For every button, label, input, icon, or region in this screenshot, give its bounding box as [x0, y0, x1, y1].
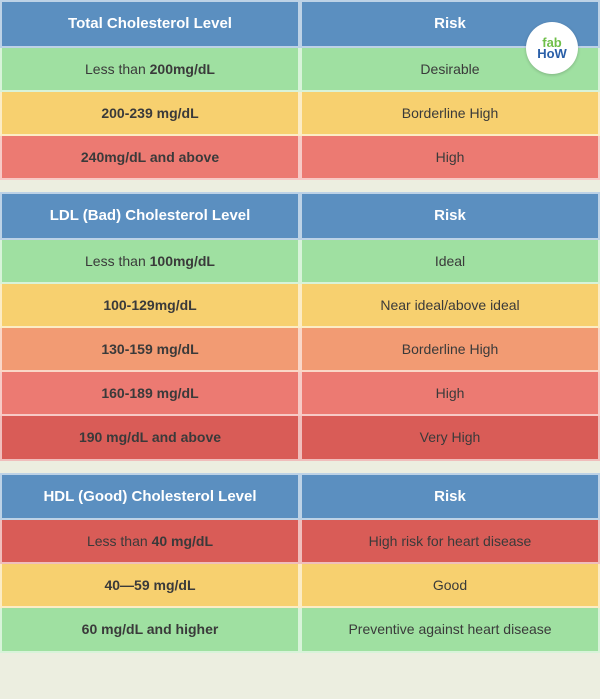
risk-cell: Borderline High [300, 92, 600, 136]
level-value: 40—59 mg/dL [104, 577, 195, 593]
risk-cell: High [300, 372, 600, 416]
cholesterol-table: Total Cholesterol LevelRiskLess than 200… [0, 0, 600, 180]
level-value: 130-159 mg/dL [101, 341, 198, 357]
table-row: Less than 100mg/dLIdeal [0, 240, 600, 284]
level-value: 160-189 mg/dL [101, 385, 198, 401]
level-value: 100mg/dL [150, 253, 215, 269]
table-row: 60 mg/dL and higher Preventive against he… [0, 608, 600, 652]
level-value: 200-239 mg/dL [101, 105, 198, 121]
level-cell: 100-129mg/dL [0, 284, 300, 328]
cholesterol-table: LDL (Bad) Cholesterol LevelRiskLess than… [0, 192, 600, 460]
level-prefix: Less than [87, 533, 152, 549]
risk-cell: Very High [300, 416, 600, 460]
risk-cell: Good [300, 564, 600, 608]
risk-cell: Ideal [300, 240, 600, 284]
level-cell: 60 mg/dL and higher [0, 608, 300, 652]
risk-cell: Near ideal/above ideal [300, 284, 600, 328]
level-value: 200mg/dL [150, 61, 215, 77]
risk-cell: Preventive against heart disease [300, 608, 600, 652]
level-cell: 240mg/dL and above [0, 136, 300, 180]
level-cell: 200-239 mg/dL [0, 92, 300, 136]
level-value: 60 mg/dL and higher [82, 621, 219, 637]
table-row: 160-189 mg/dL High [0, 372, 600, 416]
column-header-level: LDL (Bad) Cholesterol Level [0, 192, 300, 240]
brand-badge: fab HoW [526, 22, 578, 74]
level-value: 240mg/dL and above [81, 149, 219, 165]
level-cell: 40—59 mg/dL [0, 564, 300, 608]
level-value: 190 mg/dL and above [79, 429, 221, 445]
cholesterol-table: HDL (Good) Cholesterol LevelRiskLess tha… [0, 473, 600, 653]
table-row: Less than 40 mg/dLHigh risk for heart di… [0, 520, 600, 564]
level-value: 100-129mg/dL [103, 297, 196, 313]
risk-cell: High risk for heart disease [300, 520, 600, 564]
table-row: 40—59 mg/dL Good [0, 564, 600, 608]
column-header-level: HDL (Good) Cholesterol Level [0, 473, 300, 521]
level-cell: 190 mg/dL and above [0, 416, 300, 460]
table-header-row: HDL (Good) Cholesterol LevelRisk [0, 473, 600, 521]
table-row: 190 mg/dL and above Very High [0, 416, 600, 460]
level-prefix: Less than [85, 253, 150, 269]
level-cell: Less than 100mg/dL [0, 240, 300, 284]
table-header-row: Total Cholesterol LevelRisk [0, 0, 600, 48]
column-header-level: Total Cholesterol Level [0, 0, 300, 48]
risk-cell: High [300, 136, 600, 180]
level-cell: Less than 200mg/dL [0, 48, 300, 92]
table-row: 130-159 mg/dL Borderline High [0, 328, 600, 372]
risk-cell: Borderline High [300, 328, 600, 372]
table-row: 240mg/dL and above High [0, 136, 600, 180]
column-header-risk: Risk [300, 192, 600, 240]
table-row: 100-129mg/dL Near ideal/above ideal [0, 284, 600, 328]
level-cell: Less than 40 mg/dL [0, 520, 300, 564]
level-cell: 160-189 mg/dL [0, 372, 300, 416]
table-row: 200-239 mg/dL Borderline High [0, 92, 600, 136]
level-value: 40 mg/dL [152, 533, 213, 549]
level-prefix: Less than [85, 61, 150, 77]
table-header-row: LDL (Bad) Cholesterol LevelRisk [0, 192, 600, 240]
brand-how: HoW [537, 47, 567, 60]
level-cell: 130-159 mg/dL [0, 328, 300, 372]
table-row: Less than 200mg/dLDesirable [0, 48, 600, 92]
column-header-risk: Risk [300, 473, 600, 521]
